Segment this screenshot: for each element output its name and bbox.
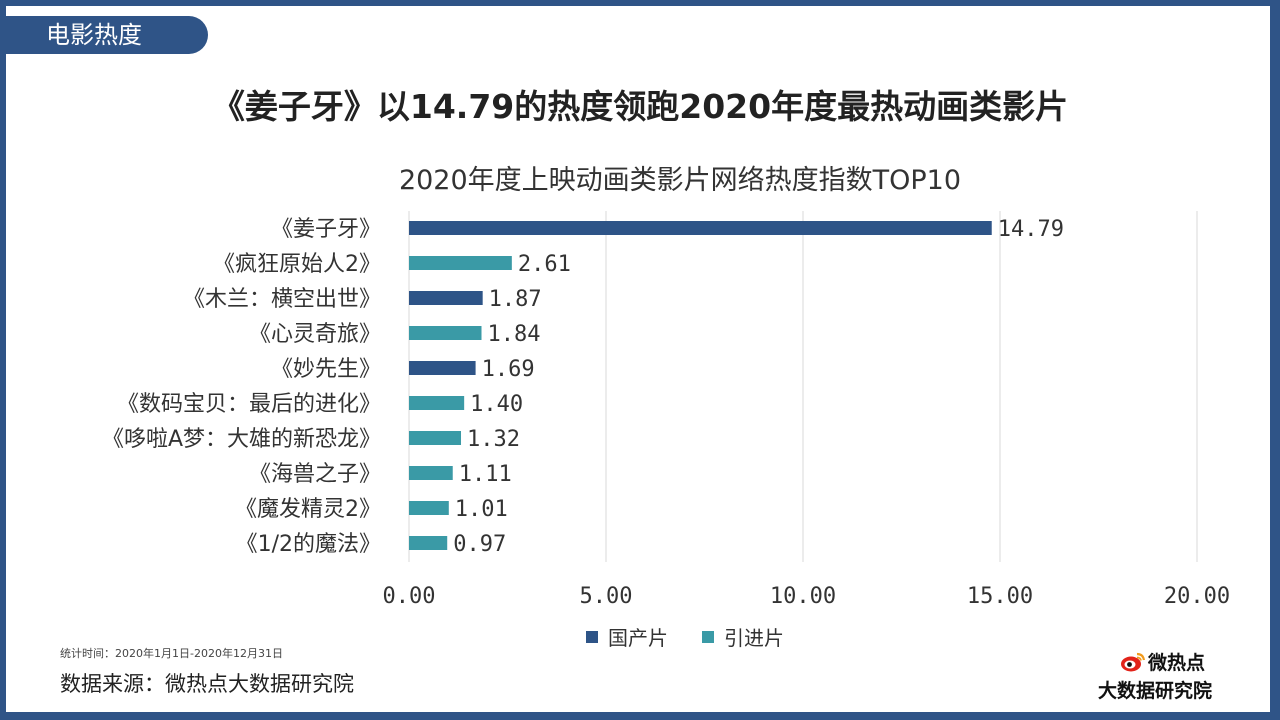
value-label: 14.79 <box>998 217 1064 242</box>
stat-time-note: 统计时间：2020年1月1日-2020年12月31日 <box>60 647 283 660</box>
category-label: 《心灵奇旅》 <box>249 322 381 347</box>
weibo-eye-icon <box>1121 652 1146 671</box>
category-label: 《海兽之子》 <box>249 462 381 487</box>
value-label: 1.84 <box>487 322 540 347</box>
value-label: 1.01 <box>455 497 508 522</box>
chart-legend: 国产片 引进片 <box>586 622 784 651</box>
legend-swatch-imported <box>702 630 714 643</box>
value-label: 1.11 <box>459 462 512 487</box>
category-label: 《姜子牙》 <box>271 217 381 242</box>
value-label: 1.40 <box>470 392 523 417</box>
x-tick-label: 0.00 <box>383 584 436 609</box>
legend-item-domestic: 国产片 <box>586 622 668 651</box>
bar <box>409 221 992 235</box>
category-label: 《妙先生》 <box>271 357 381 382</box>
slide-background <box>6 6 1270 712</box>
section-tab: 电影热度 <box>6 16 208 54</box>
bar <box>409 256 512 270</box>
value-label: 1.32 <box>467 427 520 452</box>
page-headline: 《姜子牙》以14.79的热度领跑2020年度最热动画类影片 <box>211 87 1069 126</box>
bar <box>409 361 476 375</box>
x-tick-label: 15.00 <box>967 584 1033 609</box>
category-label: 《木兰：横空出世》 <box>183 287 381 312</box>
value-label: 1.87 <box>489 287 542 312</box>
category-label: 《疯狂原始人2》 <box>213 252 381 277</box>
legend-label-domestic: 国产片 <box>608 626 668 650</box>
brand-top-row: 微热点 <box>1120 648 1205 675</box>
bar <box>409 291 483 305</box>
legend-item-imported: 引进片 <box>702 622 784 651</box>
bar <box>409 396 465 410</box>
x-tick-label: 5.00 <box>580 584 633 609</box>
value-label: 0.97 <box>453 532 506 557</box>
bar <box>409 501 449 515</box>
data-source: 数据来源：微热点大数据研究院 <box>60 672 354 696</box>
legend-label-imported: 引进片 <box>724 626 784 650</box>
bar <box>409 536 448 550</box>
value-label: 2.61 <box>518 252 571 277</box>
x-tick-label: 10.00 <box>770 584 836 609</box>
brand-logo: 微热点 大数据研究院 <box>1098 648 1248 704</box>
chart-title: 2020年度上映动画类影片网络热度指数TOP10 <box>398 165 962 196</box>
bar <box>409 431 462 445</box>
category-label: 《哆啦A梦：大雄的新恐龙》 <box>102 427 381 452</box>
category-label: 《魔发精灵2》 <box>235 497 381 522</box>
x-tick-label: 20.00 <box>1164 584 1230 609</box>
value-label: 1.69 <box>482 357 535 382</box>
legend-swatch-domestic <box>586 630 598 643</box>
bar <box>409 326 482 340</box>
category-label: 《数码宝贝：最后的进化》 <box>117 392 381 417</box>
brand-name-line1: 微热点 <box>1148 652 1206 674</box>
bar <box>409 466 453 480</box>
brand-name-line2: 大数据研究院 <box>1098 680 1213 702</box>
category-label: 《1/2的魔法》 <box>236 532 381 557</box>
